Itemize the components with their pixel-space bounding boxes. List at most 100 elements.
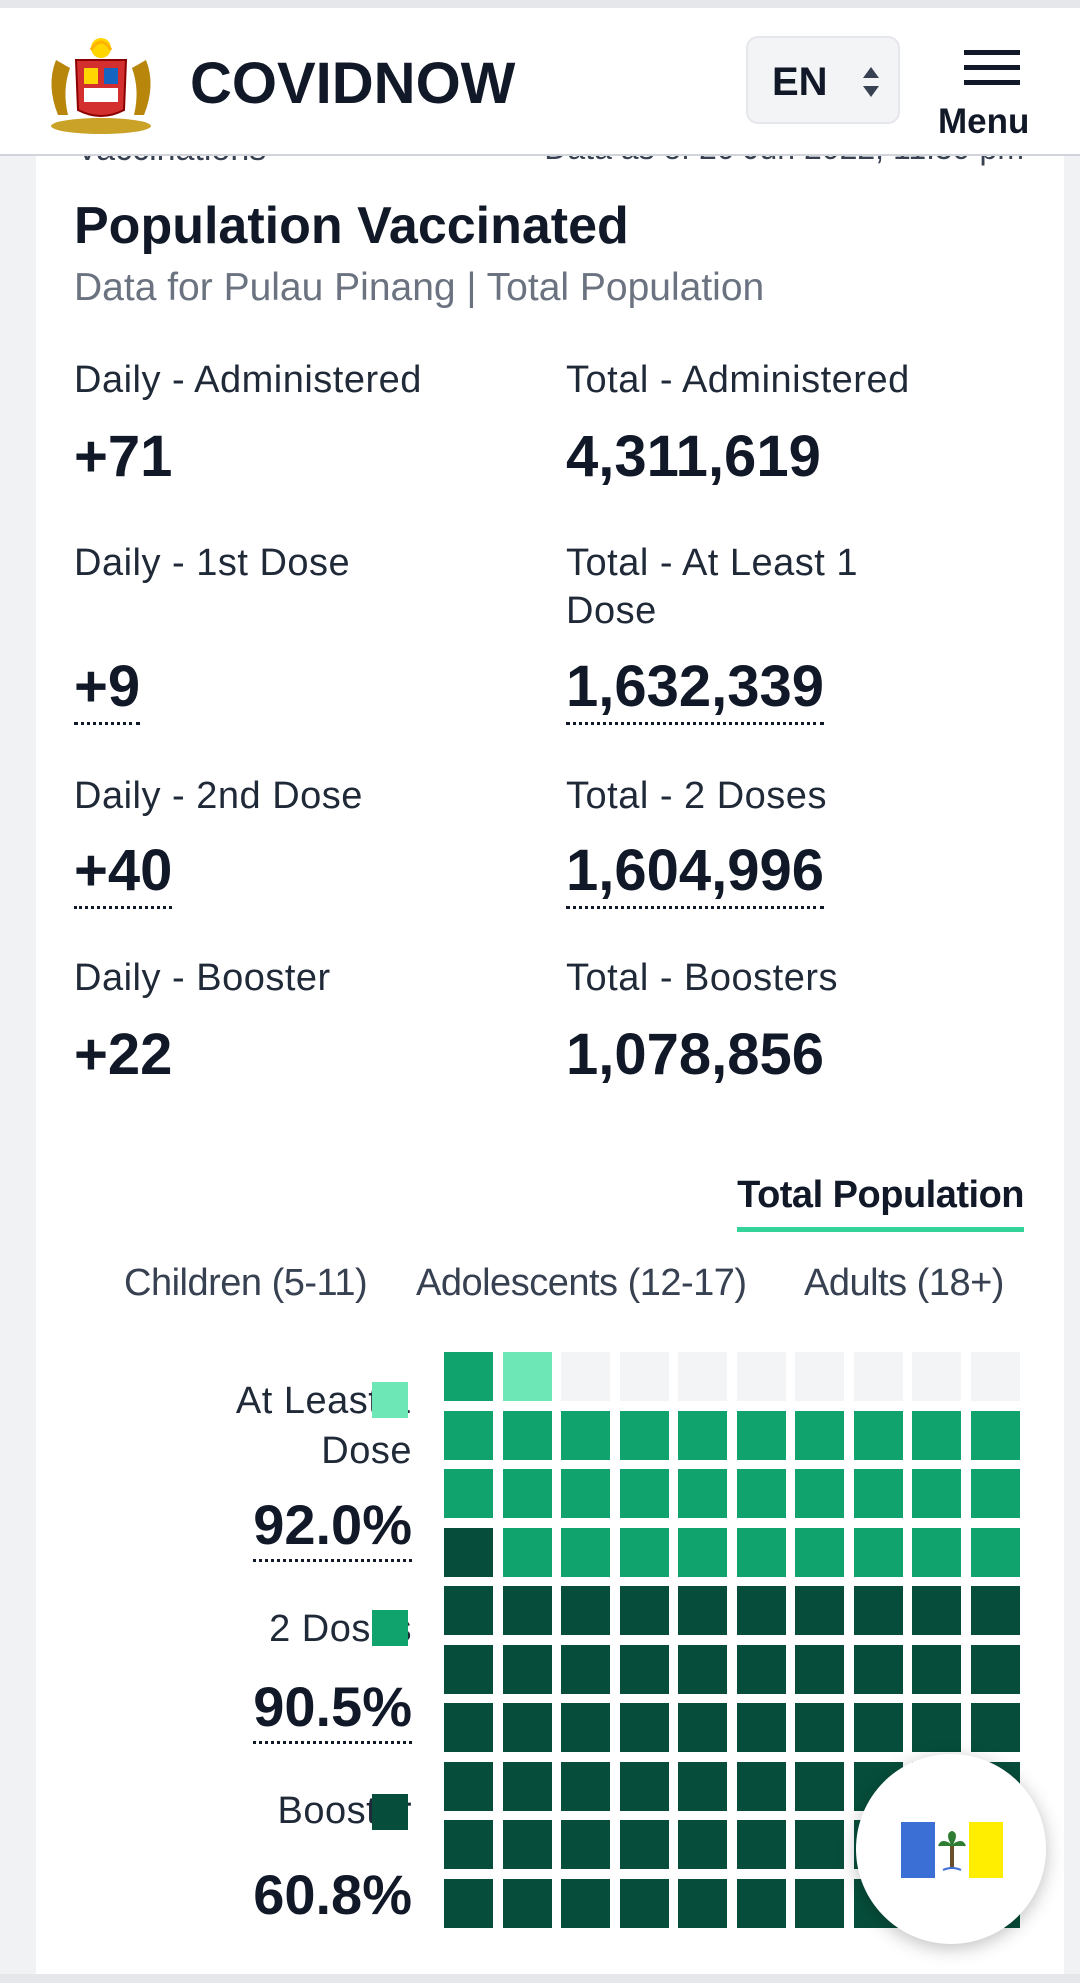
waffle-cell-2-doses	[853, 1410, 903, 1460]
waffle-cell-booster	[912, 1586, 961, 1635]
waffle-cell-booster	[736, 1820, 786, 1869]
waffle-cell-empty	[795, 1352, 844, 1401]
waffle-cell-2-doses	[970, 1410, 1020, 1460]
waffle-cell-2-doses	[795, 1527, 844, 1577]
stat-value-total-2-doses[interactable]: 1,604,996	[566, 838, 825, 909]
waffle-cell-2-doses	[678, 1410, 727, 1460]
waffle-cell-booster	[678, 1703, 727, 1752]
top-border	[0, 0, 1080, 8]
waffle-cell-2-doses	[502, 1469, 552, 1518]
percent-at-least-1-dose[interactable]: 92.0%	[253, 1492, 412, 1562]
waffle-cell-booster	[561, 1761, 610, 1811]
waffle-cell-empty	[678, 1352, 727, 1401]
waffle-cell-booster	[736, 1878, 786, 1928]
waffle-chart	[444, 1352, 1028, 1936]
waffle-cell-booster	[736, 1703, 786, 1752]
stat-value-total-1-dose[interactable]: 1,632,339	[566, 654, 825, 725]
stat-value-daily-2nd-dose[interactable]: +40	[74, 838, 173, 909]
waffle-cell-2-doses	[912, 1410, 961, 1460]
stat-label-total-boosters: Total - Boosters	[566, 957, 838, 999]
waffle-cell-booster	[619, 1878, 669, 1928]
malaysia-coat-of-arms-icon[interactable]	[36, 30, 166, 136]
waffle-cell-2-doses	[619, 1469, 669, 1518]
waffle-cell-booster	[444, 1878, 493, 1928]
waffle-cell-booster	[561, 1586, 610, 1635]
brand-name[interactable]: COVIDNOW	[190, 51, 516, 116]
waffle-cell-booster	[853, 1703, 903, 1752]
waffle-cell-2-doses	[970, 1469, 1020, 1518]
waffle-cell-2-doses	[502, 1527, 552, 1577]
stat-value-daily-administered: +71	[74, 424, 173, 489]
waffle-cell-booster	[444, 1703, 493, 1752]
waffle-cell-booster	[678, 1586, 727, 1635]
language-value: EN	[772, 60, 828, 104]
waffle-cell-booster	[561, 1644, 610, 1694]
top-header: COVIDNOW EN Menu	[0, 8, 1080, 156]
legend-swatch-booster	[372, 1794, 408, 1830]
stat-value-total-administered: 4,311,619	[566, 424, 821, 489]
tab-adults[interactable]: Adults (18+)	[804, 1262, 1004, 1304]
waffle-cell-booster	[678, 1878, 727, 1928]
waffle-cell-2-doses	[619, 1410, 669, 1460]
waffle-cell-booster	[795, 1703, 844, 1752]
waffle-cell-booster	[678, 1644, 727, 1694]
legend-swatch-at-least-1-dose	[372, 1382, 408, 1418]
stat-label-daily-administered: Daily - Administered	[74, 359, 422, 401]
tab-children[interactable]: Children (5-11)	[124, 1262, 368, 1304]
waffle-cell-booster	[678, 1820, 727, 1869]
state-selector-button[interactable]	[856, 1754, 1046, 1944]
tab-adolescents[interactable]: Adolescents (12-17)	[416, 1262, 747, 1304]
stat-value-daily-booster: +22	[74, 1022, 173, 1087]
waffle-cell-booster	[444, 1761, 493, 1811]
menu-label: Menu	[938, 102, 1030, 141]
stat-label-daily-1st-dose: Daily - 1st Dose	[74, 542, 351, 584]
waffle-cell-booster	[502, 1820, 552, 1869]
percent-booster: 60.8%	[253, 1863, 412, 1926]
waffle-cell-booster	[853, 1644, 903, 1694]
waffle-cell-booster	[444, 1644, 493, 1694]
waffle-cell-booster	[561, 1878, 610, 1928]
waffle-cell-booster	[853, 1586, 903, 1635]
pulau-pinang-flag-icon	[901, 1822, 1003, 1878]
stat-label-total-administered: Total - Administered	[566, 359, 910, 401]
waffle-cell-booster	[736, 1761, 786, 1811]
waffle-cell-booster	[619, 1703, 669, 1752]
waffle-cell-2-doses	[561, 1469, 610, 1518]
tab-total-population[interactable]: Total Population	[737, 1174, 1024, 1232]
waffle-cell-2-doses	[561, 1410, 610, 1460]
vaccination-card: Vaccinations Data as of 20 Jun 2022, 11:…	[36, 130, 1064, 1974]
waffle-cell-empty	[912, 1352, 961, 1401]
waffle-cell-empty	[736, 1352, 786, 1401]
waffle-cell-booster	[561, 1820, 610, 1869]
waffle-cell-empty	[619, 1352, 669, 1401]
waffle-cell-booster	[912, 1703, 961, 1752]
percent-2-doses[interactable]: 90.5%	[253, 1674, 412, 1744]
waffle-cell-2-doses	[912, 1527, 961, 1577]
card-title: Population Vaccinated	[74, 197, 629, 255]
updown-caret-icon	[863, 67, 879, 97]
language-select[interactable]: EN	[746, 36, 900, 124]
waffle-cell-booster	[619, 1761, 669, 1811]
stat-label-total-2-doses: Total - 2 Doses	[566, 775, 827, 817]
hamburger-menu-icon	[964, 50, 1020, 85]
waffle-cell-2-doses	[795, 1410, 844, 1460]
waffle-cell-booster	[795, 1586, 844, 1635]
waffle-cell-empty	[970, 1352, 1020, 1401]
waffle-cell-booster	[619, 1586, 669, 1635]
menu-button[interactable]: Menu	[930, 38, 1050, 148]
waffle-cell-2-doses	[795, 1469, 844, 1518]
waffle-cell-booster	[678, 1761, 727, 1811]
waffle-cell-2-doses	[678, 1527, 727, 1577]
stat-label-total-1-dose: Total - At Least 1 Dose	[566, 542, 859, 632]
stat-value-total-boosters: 1,078,856	[566, 1022, 825, 1087]
waffle-cell-2-doses	[561, 1527, 610, 1577]
waffle-cell-2-doses	[736, 1410, 786, 1460]
waffle-cell-2-doses	[678, 1469, 727, 1518]
waffle-cell-2-doses	[912, 1469, 961, 1518]
waffle-cell-2-doses	[736, 1527, 786, 1577]
stat-value-daily-1st-dose[interactable]: +9	[74, 654, 141, 725]
waffle-cell-2-doses	[853, 1527, 903, 1577]
bottom-border	[0, 1974, 1080, 1983]
waffle-cell-booster	[502, 1878, 552, 1928]
waffle-cell-at-least-1-dose	[502, 1352, 552, 1401]
